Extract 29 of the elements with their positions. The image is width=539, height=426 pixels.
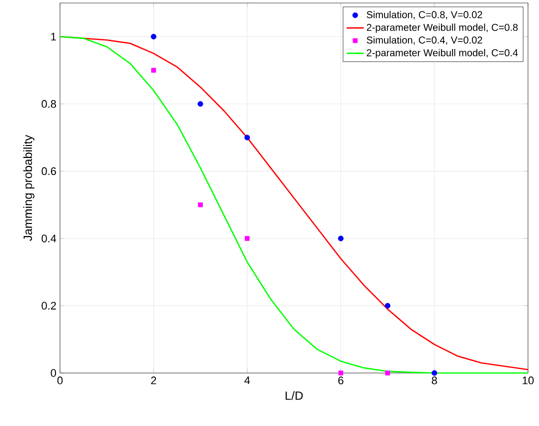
point: [198, 101, 204, 107]
y-tick-label: 0.4: [42, 234, 56, 242]
point: [338, 370, 344, 376]
legend-label: 2-parameter Weibull model, C=0.4: [366, 48, 518, 58]
legend-label: Simulation, C=0.4, V=0.02: [366, 36, 482, 45]
y-tick-label: 0.8: [42, 100, 56, 108]
point: [338, 236, 344, 242]
x-tick-label: 0: [57, 376, 63, 384]
point: [385, 370, 390, 376]
y-tick-label: 0: [50, 369, 56, 377]
y-tick-label: 1: [51, 32, 56, 40]
legend-label: Simulation, C=0.8, V=0.02: [366, 10, 482, 20]
point: [244, 134, 250, 140]
y-axis-title: Jamming probability: [23, 134, 34, 241]
legend-label: 2-parameter Weibull model, C=0.8: [366, 24, 518, 33]
x-tick-label: 10: [522, 376, 534, 384]
x-tick-label: 6: [338, 376, 344, 384]
point: [384, 302, 390, 309]
y-tick-label: 0.6: [42, 167, 56, 176]
point: [432, 370, 438, 376]
x-tick-label: 2: [151, 376, 156, 384]
point: [244, 236, 250, 241]
point: [198, 202, 203, 208]
x-axis-title: L/D: [286, 391, 303, 400]
x-tick-label: 8: [432, 376, 437, 384]
point: [150, 34, 156, 40]
y-tick-label: 0.2: [42, 302, 56, 310]
point: [151, 68, 156, 73]
x-tick-label: 4: [244, 376, 250, 384]
